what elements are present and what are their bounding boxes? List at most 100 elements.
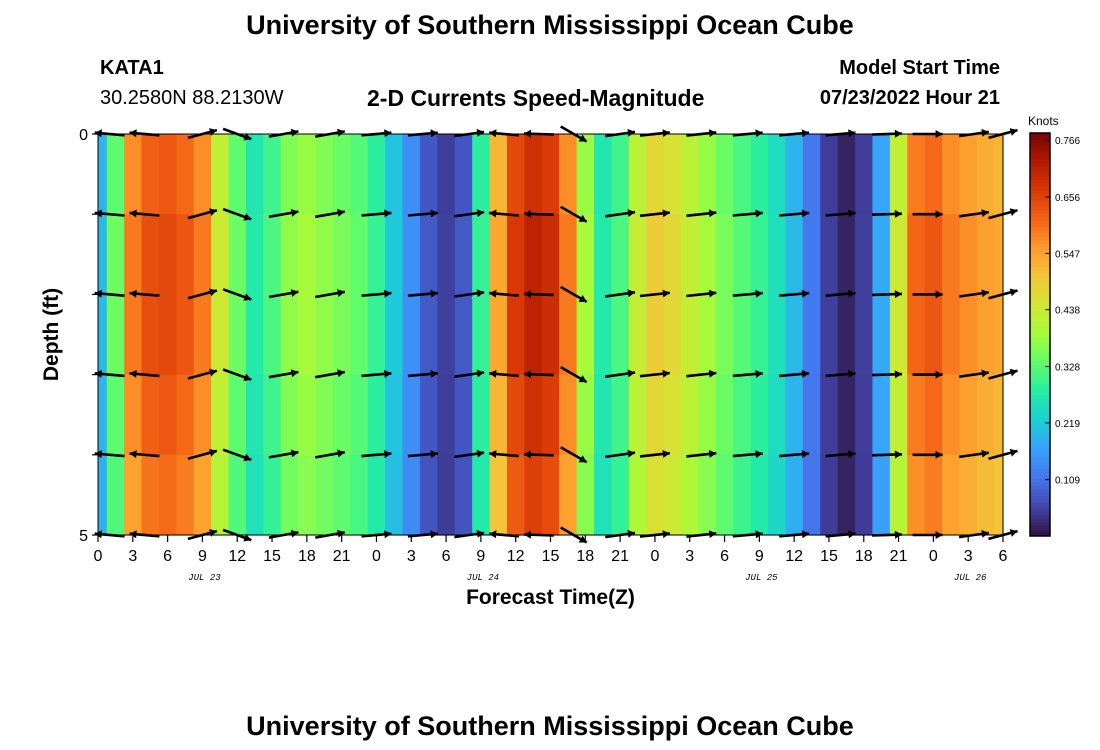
colorbar-segment <box>1030 297 1050 302</box>
heatmap-cell <box>454 214 473 295</box>
arrow-head <box>894 370 902 379</box>
heatmap-cell <box>280 134 299 215</box>
colorbar-segment <box>1030 203 1050 208</box>
current-arrow <box>605 209 636 218</box>
heatmap-cell <box>506 374 525 456</box>
current-arrow <box>732 289 763 298</box>
heatmap-cell <box>385 374 404 456</box>
heatmap-cell <box>106 294 125 376</box>
arrow-head <box>489 209 497 218</box>
current-arrow <box>222 288 252 301</box>
current-arrow <box>560 446 588 464</box>
colorbar-segment <box>1030 206 1050 211</box>
arrow-head <box>243 213 252 221</box>
heatmap-cell <box>750 134 769 215</box>
heatmap-cell <box>437 134 456 215</box>
current-arrow <box>222 448 252 462</box>
current-arrow <box>454 449 485 459</box>
current-arrow <box>488 289 520 298</box>
colorbar-segment <box>1030 425 1050 430</box>
heatmap-cell <box>681 374 700 456</box>
heatmap-cell <box>332 134 351 215</box>
arrow-head <box>209 448 217 457</box>
arrow-head <box>209 208 217 216</box>
heatmap-cell <box>298 294 317 376</box>
heatmap-cell <box>750 294 769 376</box>
colorbar-segment <box>1030 216 1050 221</box>
x-tick-label: 3 <box>407 548 416 565</box>
heatmap-cell <box>158 134 177 215</box>
arrow-head <box>384 450 392 459</box>
heatmap-cell <box>106 374 125 456</box>
heatmap-cell <box>332 374 351 456</box>
colorbar-segment <box>1030 448 1050 453</box>
arrow-head <box>430 209 438 218</box>
heatmap-cell <box>263 374 282 456</box>
colorbar-segment <box>1030 405 1050 409</box>
current-arrow <box>779 369 810 378</box>
heatmap-cell <box>576 214 595 295</box>
colorbar-frame <box>1029 132 1051 537</box>
colorbar-segment <box>1030 418 1050 423</box>
heatmap-cell <box>524 214 543 295</box>
heatmap-cell <box>994 214 1004 295</box>
heatmap-cell <box>994 454 1004 536</box>
heatmap-cell <box>750 214 769 295</box>
arrow-head <box>848 530 856 539</box>
current-arrow <box>686 209 717 218</box>
y-axis-label: Depth (ft) <box>40 288 63 381</box>
colorbar-segment <box>1030 200 1050 205</box>
current-arrow <box>958 289 989 298</box>
arrow-head <box>662 450 670 458</box>
colorbar-segment <box>1030 529 1050 534</box>
heatmap-cell <box>820 374 839 456</box>
heatmap-cell <box>124 374 143 456</box>
colorbar-segment <box>1030 294 1050 299</box>
colorbar-segment <box>1030 488 1050 493</box>
heatmap-cell <box>750 454 769 536</box>
arrow-head <box>476 289 485 298</box>
heatmap-cell <box>141 454 160 536</box>
heatmap-cell <box>280 374 299 456</box>
colorbar-segment <box>1030 478 1050 483</box>
heatmap-cell <box>141 134 160 215</box>
current-arrow <box>871 370 903 379</box>
heatmap-cell <box>367 454 386 536</box>
current-arrow <box>187 448 218 460</box>
station-coordinates: 30.2580N 88.2130W <box>100 87 284 109</box>
heatmap-cell <box>419 294 438 376</box>
colorbar-segment <box>1030 270 1050 275</box>
arrow-head <box>290 529 299 538</box>
arrow-head <box>476 529 485 538</box>
current-arrow <box>315 449 346 459</box>
colorbar-segment <box>1030 522 1050 527</box>
heatmap-cell <box>106 454 125 536</box>
current-arrow <box>315 208 346 219</box>
x-tick-label: 3 <box>964 548 973 565</box>
heatmap-cell <box>263 214 282 295</box>
arrow-head <box>662 129 670 138</box>
heatmap-cell <box>907 134 926 215</box>
colorbar-segment <box>1030 452 1050 456</box>
heatmap-cell <box>942 214 961 295</box>
heatmap-cell <box>124 294 143 376</box>
colorbar-segment <box>1030 159 1050 164</box>
heatmap-cell <box>872 214 891 295</box>
colorbar-segment <box>1030 347 1050 352</box>
colorbar-segment <box>1030 394 1050 399</box>
colorbar-segment <box>1030 287 1050 292</box>
heatmap-cell <box>211 374 230 456</box>
heatmap-cell <box>245 374 264 456</box>
heatmap-cell <box>193 294 212 376</box>
heatmap-cell <box>715 294 734 376</box>
current-arrow <box>732 209 763 218</box>
heatmap-cell <box>385 294 404 376</box>
colorbar-segment <box>1030 337 1050 342</box>
heatmap-cell <box>924 374 943 456</box>
arrow-head <box>523 290 531 299</box>
arrow-head <box>578 455 587 463</box>
heatmap-cell <box>472 374 491 456</box>
current-arrow <box>871 209 903 218</box>
chart-axes: 0 3 6 9 12 15 18 21 0 3 6 9 12 15 18 21 0 3 6 9 12 15 18 21 0 3 6 J… <box>40 127 1008 609</box>
